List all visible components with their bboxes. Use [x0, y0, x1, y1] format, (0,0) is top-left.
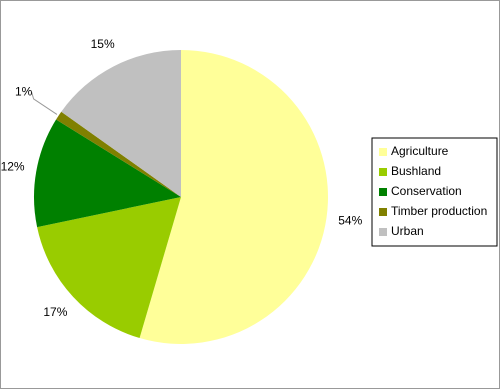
pie-slice [139, 50, 329, 345]
pie-slice [56, 111, 181, 197]
legend-label: Bushland [391, 164, 441, 178]
legend-swatch [379, 148, 387, 156]
pie-slice [61, 50, 181, 197]
legend-label: Agriculture [391, 144, 449, 158]
data-label: 54% [338, 214, 362, 228]
legend-swatch [379, 208, 387, 216]
legend-box [371, 137, 498, 247]
data-label: 1% [15, 84, 33, 98]
legend-label: Conservation [391, 184, 462, 198]
pie-slice [37, 197, 181, 339]
legend-swatch [379, 168, 387, 176]
legend-label: Timber production [391, 204, 487, 218]
legend-label: Urban [391, 224, 424, 238]
pie-slice [34, 119, 182, 228]
legend-swatch [379, 228, 387, 236]
data-label: 17% [43, 305, 67, 319]
legend-swatch [379, 188, 387, 196]
leader-line [31, 92, 58, 115]
data-label: 12% [1, 159, 25, 173]
data-label: 15% [91, 37, 115, 51]
